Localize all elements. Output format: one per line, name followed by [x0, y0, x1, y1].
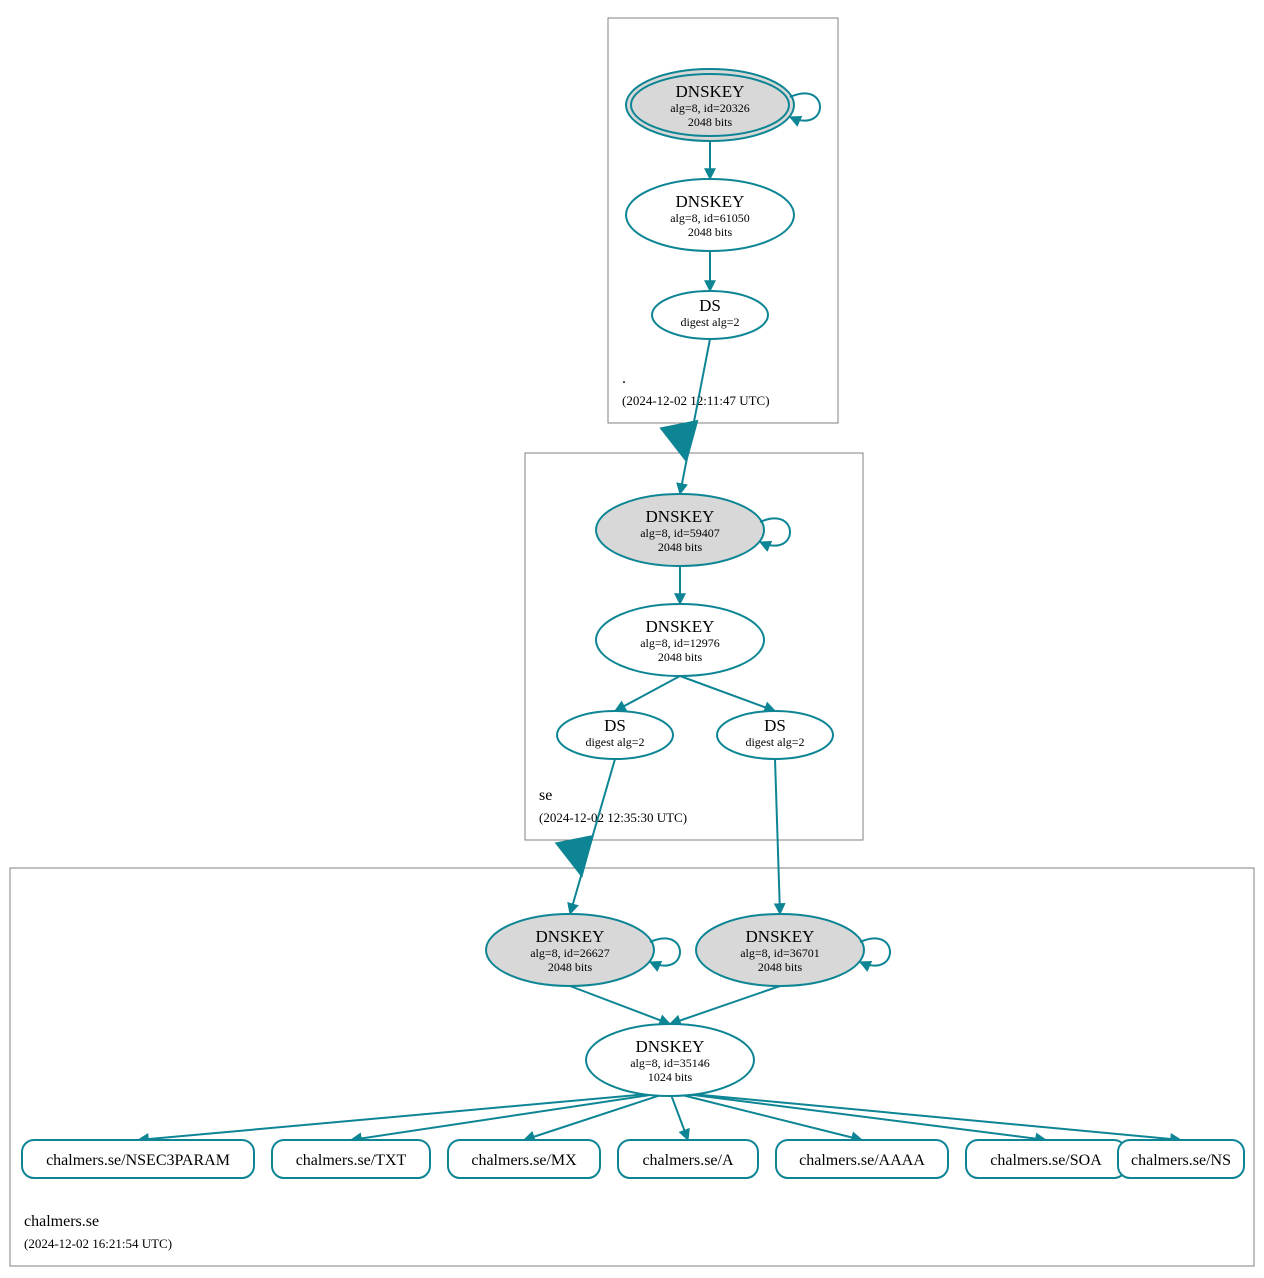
leaf-l6-label: chalmers.se/SOA: [990, 1152, 1102, 1169]
zone-timestamp-se: (2024-12-02 12:35:30 UTC): [539, 810, 687, 825]
node-n1-title: DNSKEY: [676, 82, 745, 101]
node-n8-title: DNSKEY: [536, 927, 605, 946]
zone-timestamp-root: (2024-12-02 12:11:47 UTC): [622, 393, 770, 408]
zone-label-se: se: [539, 787, 552, 804]
node-n7-line2: digest alg=2: [745, 735, 804, 749]
node-n2-line3: 2048 bits: [688, 225, 733, 239]
node-n10-title: DNSKEY: [636, 1037, 705, 1056]
leaf-l5-label: chalmers.se/AAAA: [799, 1152, 925, 1169]
node-n1-line2: alg=8, id=20326: [670, 101, 750, 115]
node-n5-line3: 2048 bits: [658, 650, 703, 664]
node-n7-title: DS: [764, 716, 786, 735]
node-n10-line2: alg=8, id=35146: [630, 1056, 710, 1070]
node-n2-line2: alg=8, id=61050: [670, 211, 750, 225]
zone-entry-arrow-n4: [682, 439, 686, 459]
edge-n6-n8: [570, 759, 615, 914]
node-n5-line2: alg=8, id=12976: [640, 636, 720, 650]
zone-label-root: .: [622, 370, 626, 387]
node-n4-line2: alg=8, id=59407: [640, 526, 720, 540]
edge-n10-l6: [670, 1092, 1046, 1140]
node-n9-line3: 2048 bits: [758, 960, 803, 974]
node-n9-line2: alg=8, id=36701: [740, 946, 820, 960]
zone-timestamp-chalmers: (2024-12-02 16:21:54 UTC): [24, 1236, 172, 1251]
node-n8-line3: 2048 bits: [548, 960, 593, 974]
edge-n10-l7: [670, 1092, 1181, 1140]
node-n4-title: DNSKEY: [646, 507, 715, 526]
zone-entry-arrow-n8: [577, 854, 581, 874]
node-n3-line2: digest alg=2: [680, 315, 739, 329]
node-n5-title: DNSKEY: [646, 617, 715, 636]
node-n2-title: DNSKEY: [676, 192, 745, 211]
edge-n10-l5: [670, 1092, 862, 1140]
node-n3-title: DS: [699, 296, 721, 315]
edge-n5-n7: [680, 676, 775, 711]
node-n9-title: DNSKEY: [746, 927, 815, 946]
edge-n5-n6: [615, 676, 680, 711]
node-n4-line3: 2048 bits: [658, 540, 703, 554]
edge-n9-n10: [670, 986, 780, 1024]
zone-label-chalmers: chalmers.se: [24, 1213, 99, 1230]
edge-n7-n9: [775, 759, 780, 914]
leaf-l7-label: chalmers.se/NS: [1131, 1152, 1231, 1169]
leaf-l1-label: chalmers.se/NSEC3PARAM: [46, 1152, 230, 1169]
node-n6-line2: digest alg=2: [585, 735, 644, 749]
dnssec-diagram: . (2024-12-02 12:11:47 UTC) se (2024-12-02 …: [0, 0, 1264, 1278]
leaf-l3-label: chalmers.se/MX: [471, 1152, 577, 1169]
node-n6-title: DS: [604, 716, 626, 735]
node-n8-line2: alg=8, id=26627: [530, 946, 610, 960]
edge-n10-l4: [670, 1092, 688, 1140]
node-n1-line3: 2048 bits: [688, 115, 733, 129]
node-n10-line3: 1024 bits: [648, 1070, 693, 1084]
edge-n8-n10: [570, 986, 670, 1024]
leaf-l4-label: chalmers.se/A: [642, 1152, 734, 1169]
edge-n3-n4: [680, 339, 710, 494]
leaf-l2-label: chalmers.se/TXT: [296, 1152, 407, 1169]
